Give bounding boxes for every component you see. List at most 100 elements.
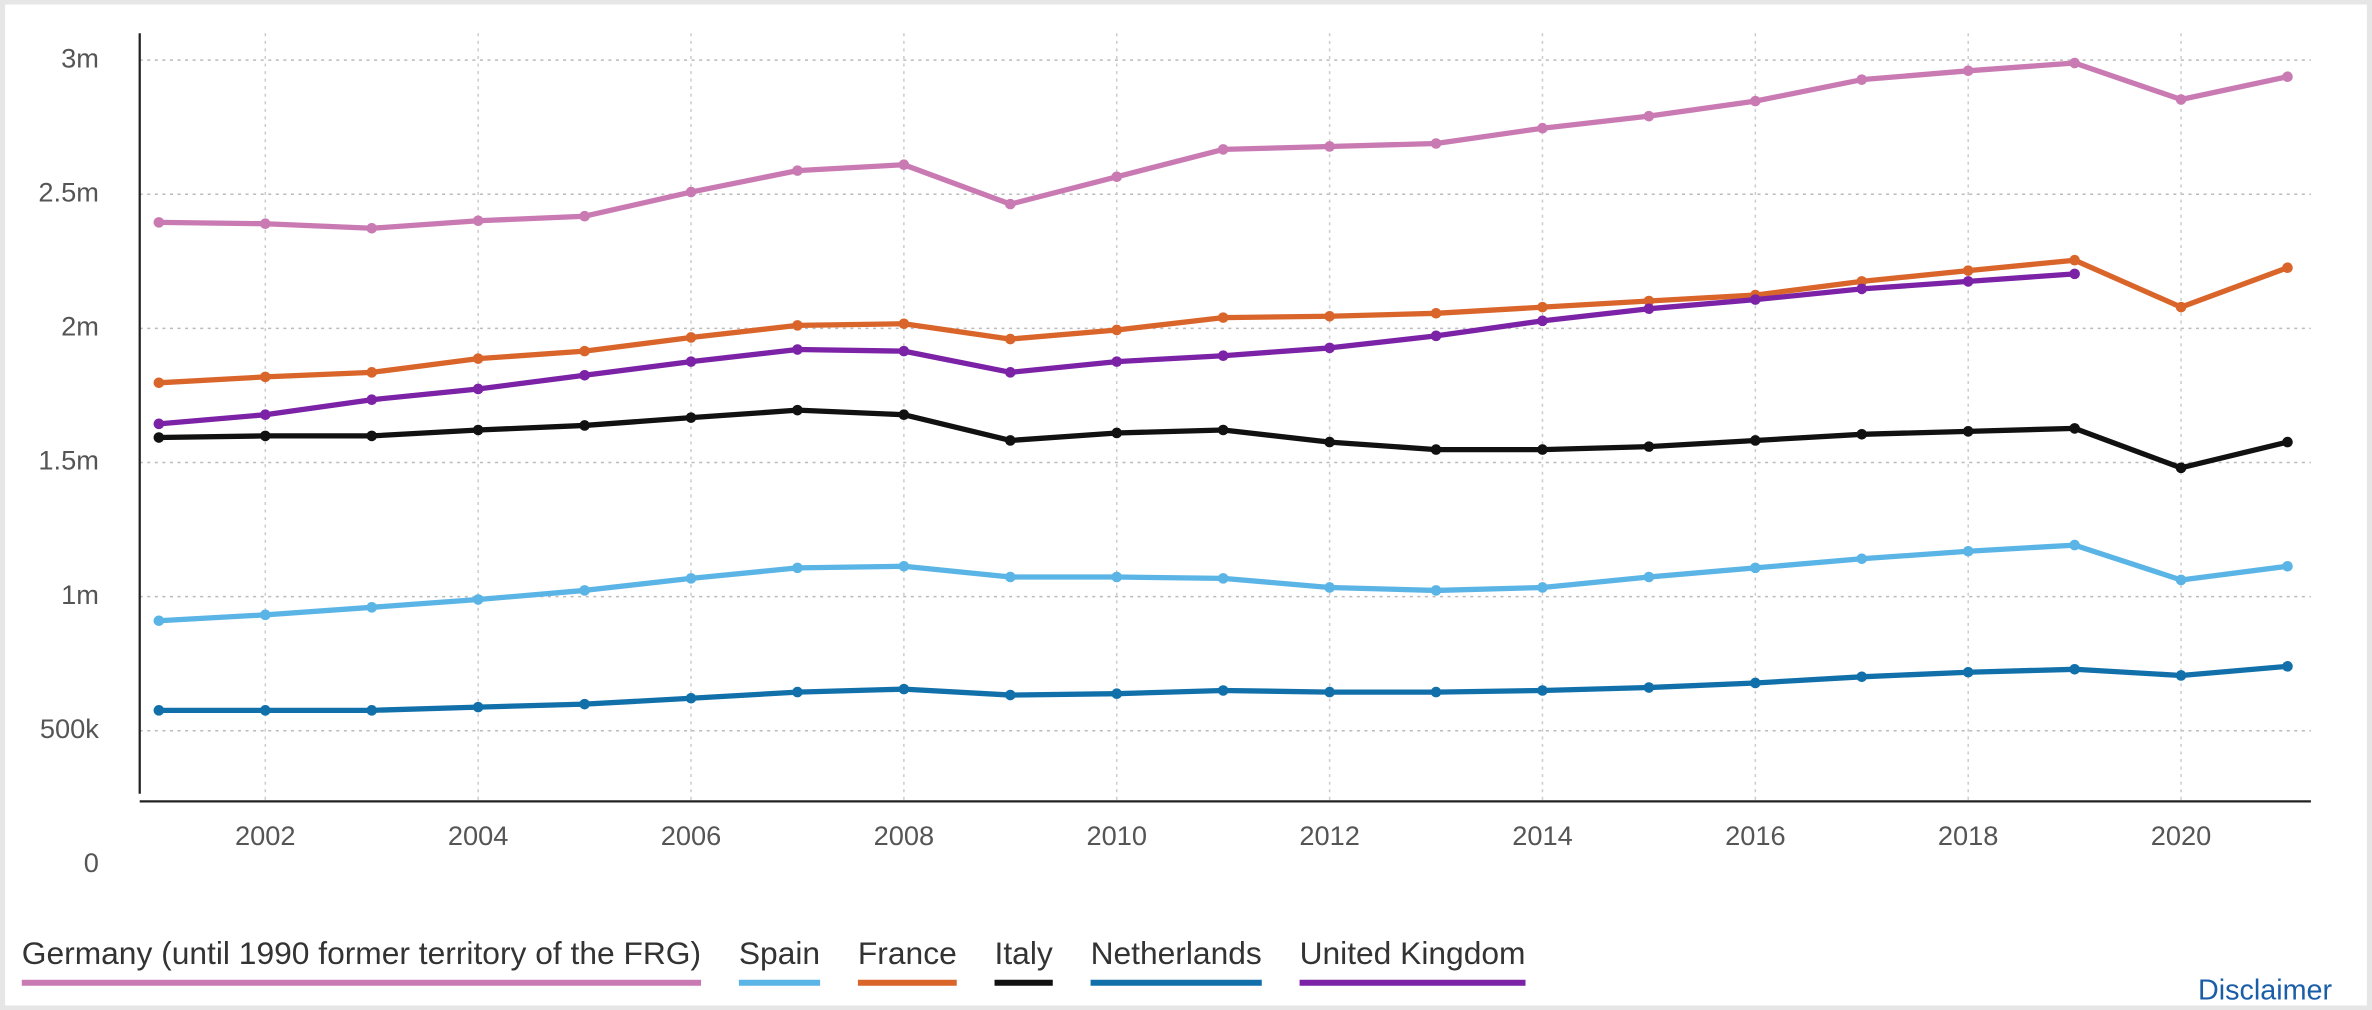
data-point: [153, 217, 165, 228]
data-point: [2069, 254, 2080, 266]
x-tick-label: 2018: [1938, 820, 1999, 851]
data-point: [2069, 539, 2080, 551]
disclaimer-link[interactable]: Disclaimer: [2198, 974, 2332, 1006]
data-point: [898, 683, 910, 695]
data-point: [260, 609, 271, 621]
data-point: [366, 222, 378, 234]
data-point: [260, 218, 271, 230]
data-point: [153, 418, 165, 430]
data-point: [579, 585, 590, 596]
data-point: [260, 430, 271, 442]
data-point: [2282, 71, 2293, 83]
data-point: [472, 353, 484, 364]
data-point: [685, 412, 697, 423]
data-point: [1643, 682, 1655, 693]
data-point: [898, 409, 910, 421]
data-point: [1537, 315, 1548, 327]
data-point: [1217, 312, 1229, 323]
data-point: [579, 698, 590, 710]
data-point: [792, 165, 803, 176]
data-point: [1643, 303, 1655, 315]
data-point: [1430, 686, 1442, 698]
x-tick-label: 2012: [1299, 820, 1360, 851]
data-point: [898, 560, 910, 572]
data-point: [1643, 295, 1655, 307]
data-point: [2069, 423, 2080, 434]
data-point: [1005, 333, 1016, 345]
x-tick-label: 2004: [448, 820, 509, 851]
data-point: [1430, 308, 1442, 319]
data-point: [1750, 677, 1761, 689]
data-point: [2175, 94, 2187, 105]
data-point: [1217, 350, 1229, 361]
data-point: [153, 705, 165, 716]
x-tick-label: 2016: [1725, 820, 1786, 851]
x-tick-label: 2014: [1512, 820, 1573, 851]
data-point: [1643, 441, 1655, 452]
data-point: [1856, 671, 1868, 683]
y-tick-label: 1.5m: [38, 445, 98, 476]
legend-label: Netherlands: [1091, 935, 1262, 971]
data-point: [1537, 301, 1548, 313]
data-point: [2175, 462, 2187, 474]
data-point: [1750, 562, 1761, 574]
legend-label: Germany (until 1990 former territory of …: [22, 935, 701, 971]
data-point: [685, 692, 697, 704]
data-point: [366, 394, 378, 405]
data-point: [579, 420, 590, 431]
y-tick-label: 500k: [40, 713, 99, 744]
legend-label: United Kingdom: [1300, 935, 1526, 971]
legend: Germany (until 1990 former territory of …: [22, 935, 1526, 986]
data-point: [1962, 265, 1974, 276]
data-point: [1005, 198, 1016, 210]
data-point: [1005, 435, 1016, 446]
data-point: [1324, 310, 1335, 322]
data-point: [1962, 276, 1974, 287]
data-point: [472, 594, 484, 605]
data-point: [1324, 686, 1335, 698]
data-point: [1962, 426, 1974, 437]
data-point: [1643, 110, 1655, 122]
data-point: [1217, 424, 1229, 436]
data-point: [1217, 573, 1229, 584]
data-point: [685, 573, 697, 584]
x-tick-label: 2002: [235, 820, 296, 851]
data-point: [1005, 571, 1016, 583]
data-point: [579, 369, 590, 381]
data-point: [153, 615, 165, 627]
data-point: [1324, 436, 1335, 448]
data-point: [2069, 268, 2080, 280]
data-point: [153, 432, 165, 443]
data-point: [1111, 356, 1123, 367]
legend-label: France: [858, 935, 957, 971]
data-point: [1750, 294, 1761, 305]
data-point: [579, 210, 590, 222]
data-point: [1537, 122, 1548, 134]
data-point: [2175, 301, 2187, 313]
data-point: [685, 332, 697, 343]
data-point: [1962, 666, 1974, 678]
x-tick-label: 2020: [2151, 820, 2212, 851]
grid: 0 500k 1m 1.5m 2m 2.5m 3m 2002 2004 2006 2008 2010 2…: [38, 33, 2311, 878]
data-point: [1643, 571, 1655, 583]
data-point: [898, 159, 910, 170]
data-point: [2282, 661, 2293, 672]
y-tick-label: 0: [84, 847, 99, 878]
data-point: [1537, 444, 1548, 455]
x-tick-label: 2006: [661, 820, 722, 851]
y-tick-label: 3m: [61, 42, 99, 73]
data-point: [1005, 689, 1016, 701]
data-point: [1324, 342, 1335, 354]
data-point: [472, 215, 484, 227]
data-point: [1430, 444, 1442, 455]
data-point: [1856, 74, 1868, 85]
data-point: [2175, 574, 2187, 586]
data-point: [792, 320, 803, 331]
data-point: [472, 701, 484, 713]
data-point: [2069, 664, 2080, 675]
data-point: [1750, 95, 1761, 107]
data-point: [792, 344, 803, 355]
